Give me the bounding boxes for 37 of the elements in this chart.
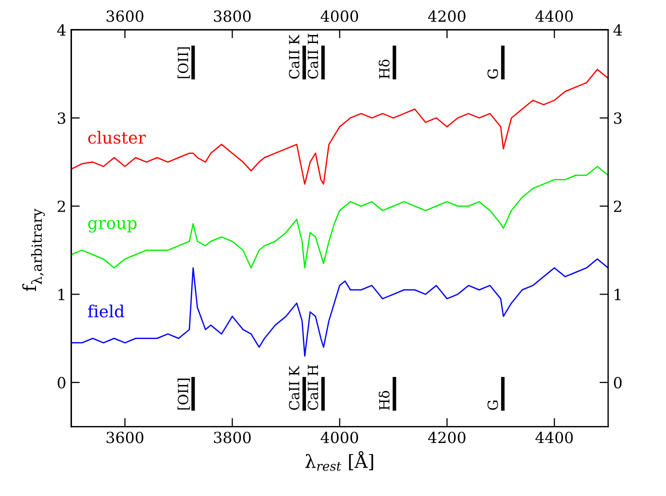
y-tick-label: 0 [58,376,66,388]
x2-tick-label: 3600 [106,10,144,22]
x-tick-label: 4400 [535,432,573,444]
x-tick-label: 4200 [428,432,466,444]
ref-line-label: [OII] [178,47,190,78]
y2-tick-label: 0 [614,376,622,388]
y-tick-label: 2 [58,200,65,212]
series-label: field [88,304,124,318]
y2-tick-label: 1 [614,288,620,300]
y-tick-label: 3 [58,112,66,124]
text: CaII K [288,366,300,410]
x2-tick-label: 4400 [535,10,573,22]
text: CaII H [308,365,318,410]
ref-line-label: CaII H [308,34,318,79]
x-tick-label: 3600 [106,432,144,444]
ref-line-label: G [488,69,498,79]
text: G [488,400,498,410]
y2-tick-label: 3 [614,112,622,124]
x-tick-label: 4000 [320,432,358,444]
y-axis-title: fλ,arbitrary [22,208,45,291]
line-series [71,166,608,268]
ref-line-label: Hδ [378,60,390,79]
text: [OII] [178,378,190,410]
series-label: group [88,220,137,233]
x2-tick-label: 4200 [428,10,466,22]
y-tick-label: 4 [57,24,66,36]
text: Hδ [378,390,390,410]
y2-tick-label: 2 [614,200,622,212]
x2-tick-label: 3800 [214,10,251,22]
ref-line-label: CaII K [288,34,300,79]
series-label: cluster [88,130,146,144]
x-axis-title: λ$_{rest}$ [Å] [305,451,374,471]
y2-tick-label: 4 [613,24,622,36]
x-tick-label: 3800 [214,432,251,444]
x2-tick-label: 4000 [320,10,358,22]
line-series [71,258,608,357]
y-tick-label: 1 [58,288,64,300]
